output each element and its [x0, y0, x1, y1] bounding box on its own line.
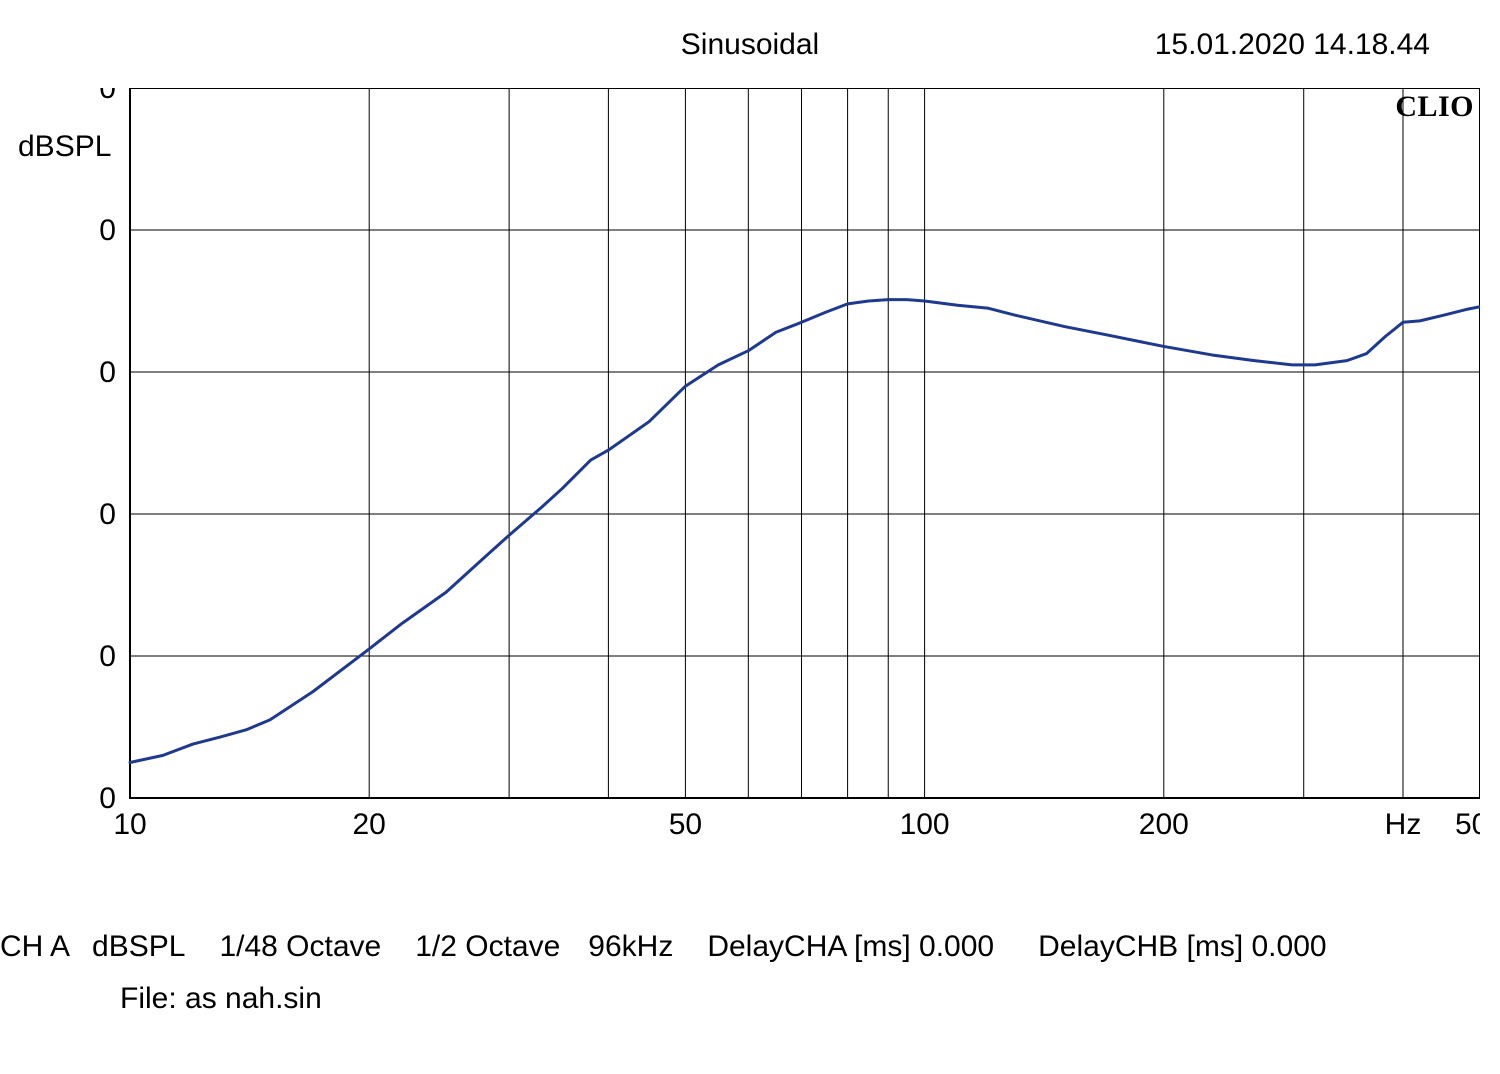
svg-text:10: 10: [113, 808, 146, 841]
chart-svg: 5060708090100102050100200500Hz: [100, 88, 1480, 858]
svg-text:80: 80: [100, 356, 116, 389]
footer-item: 1/48 Octave: [219, 930, 381, 964]
svg-text:60: 60: [100, 640, 116, 673]
footer-item: 1/2 Octave: [415, 930, 560, 964]
svg-text:100: 100: [900, 808, 950, 841]
footer-file: File: as nah.sin: [120, 982, 322, 1016]
svg-text:Hz: Hz: [1385, 808, 1422, 841]
brand-label: CLIO: [1395, 90, 1474, 124]
svg-text:200: 200: [1139, 808, 1189, 841]
chart-title: Sinusoidal: [681, 28, 819, 62]
footer-item: DelayCHA [ms] 0.000: [707, 930, 994, 964]
y-axis-unit: dBSPL: [18, 130, 111, 164]
chart-header: Sinusoidal 15.01.2020 14.18.44: [0, 28, 1500, 68]
svg-text:50: 50: [669, 808, 702, 841]
footer-info-line: CH A dBSPL 1/48 Octave 1/2 Octave 96kHz Delay…: [0, 930, 1327, 964]
svg-text:100: 100: [100, 88, 116, 105]
footer-item: DelayCHB [ms] 0.000: [1038, 930, 1326, 964]
footer-item: 96kHz: [588, 930, 673, 964]
footer-item: dBSPL: [92, 930, 185, 964]
chart-area: 5060708090100102050100200500Hz CLIO: [100, 88, 1480, 858]
svg-text:500: 500: [1455, 808, 1480, 841]
svg-text:90: 90: [100, 214, 116, 247]
svg-text:70: 70: [100, 498, 116, 531]
footer-item: CH A: [0, 930, 70, 964]
svg-text:20: 20: [353, 808, 386, 841]
chart-timestamp: 15.01.2020 14.18.44: [1155, 28, 1430, 62]
